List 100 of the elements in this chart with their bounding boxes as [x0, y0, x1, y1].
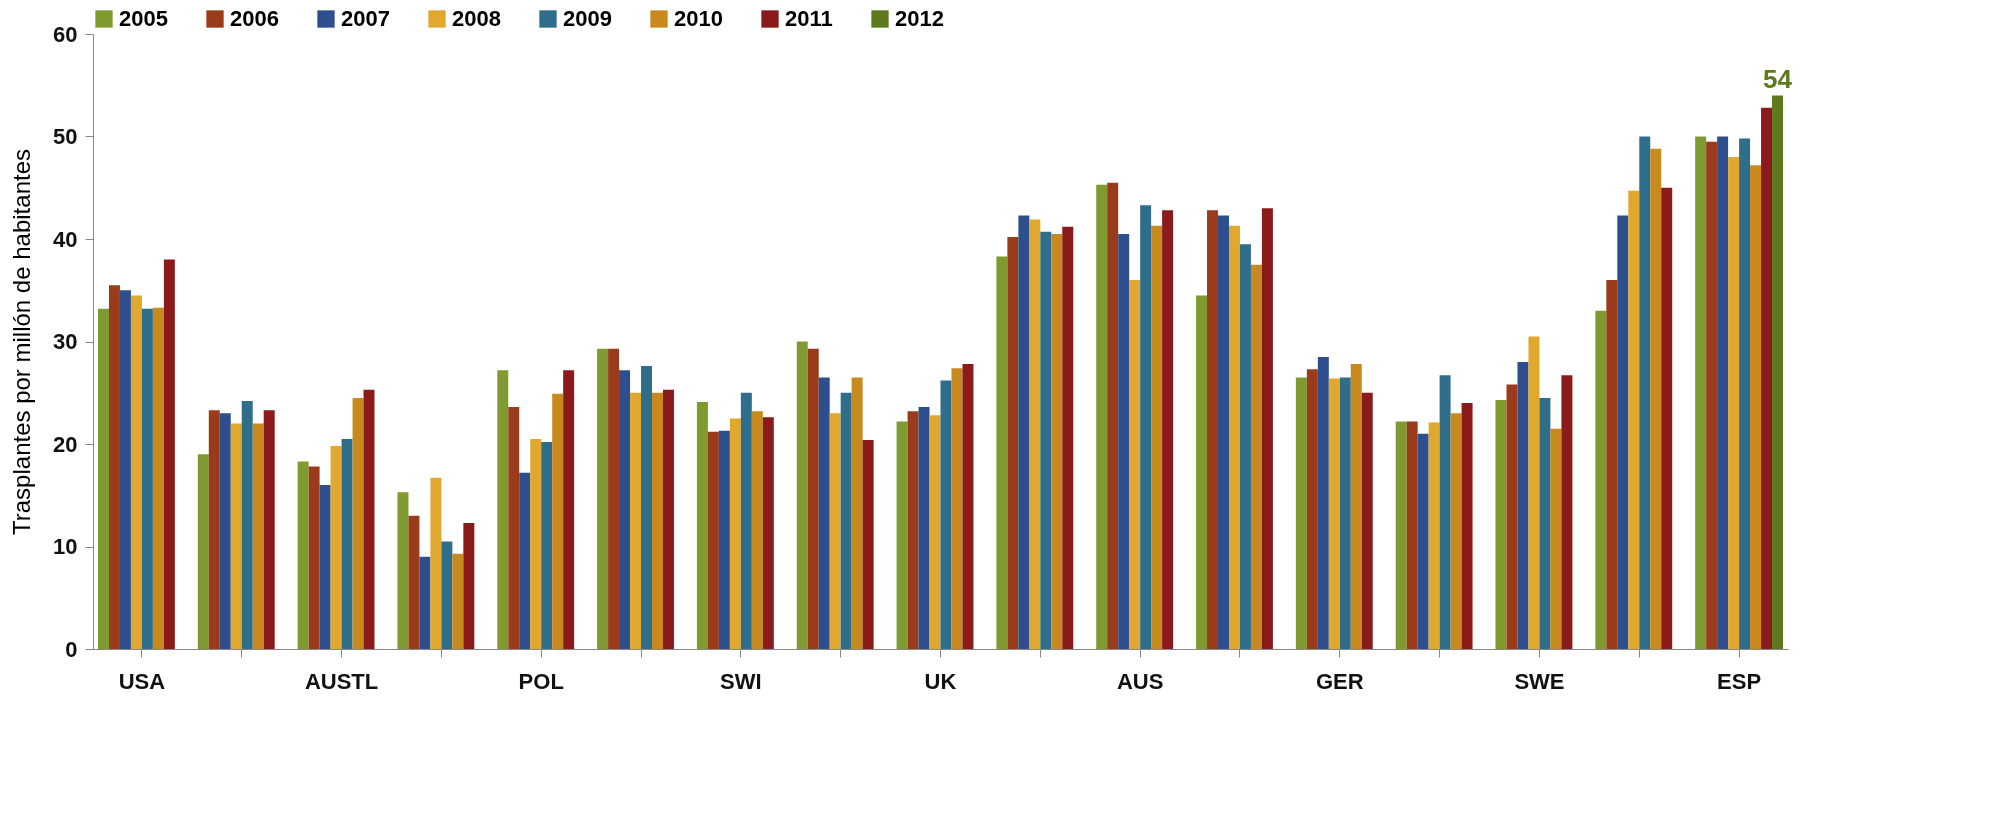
- bar: [197, 454, 209, 649]
- bar: [807, 348, 819, 649]
- bar: [1228, 225, 1240, 649]
- bar: [341, 438, 353, 649]
- bar: [1218, 215, 1229, 649]
- bar: [508, 407, 520, 649]
- bar: [696, 401, 708, 649]
- bar: [707, 431, 719, 649]
- bar: [230, 423, 242, 649]
- bar: [951, 368, 963, 649]
- bar: [1350, 364, 1362, 649]
- bar: [929, 415, 941, 649]
- legend-label: 2012: [895, 6, 944, 31]
- bar: [452, 553, 464, 649]
- bar: [1328, 378, 1340, 649]
- bar: [1772, 95, 1784, 649]
- y-axis-title: Trasplantes por millón de habitantes: [8, 149, 36, 535]
- bar: [608, 348, 620, 649]
- bar: [1628, 190, 1640, 649]
- x-tick-label: POL: [518, 668, 564, 694]
- bar: [918, 407, 930, 649]
- bar: [1250, 264, 1262, 649]
- bar: [1406, 421, 1418, 649]
- y-tick-label: 50: [53, 124, 78, 149]
- bar: [1706, 141, 1718, 649]
- bar: [996, 256, 1008, 649]
- y-tick-label: 40: [53, 226, 78, 252]
- bar: [630, 392, 642, 649]
- bar: [419, 556, 431, 649]
- bar: [208, 410, 220, 649]
- bar: [497, 370, 509, 649]
- bar: [1461, 403, 1473, 649]
- legend-label: 2009: [563, 6, 612, 31]
- bar: [1062, 226, 1074, 649]
- bar: [862, 439, 874, 649]
- bar: [1051, 233, 1063, 649]
- bar: [1018, 215, 1030, 649]
- bar: [552, 393, 564, 649]
- bar: [1007, 236, 1019, 649]
- bar: [962, 364, 974, 649]
- bar: [408, 515, 420, 649]
- bar: [1395, 421, 1407, 649]
- bar: [430, 477, 442, 649]
- bar: [662, 389, 674, 649]
- bar: [1595, 310, 1607, 649]
- bar: [352, 397, 364, 649]
- bar: [1040, 231, 1052, 649]
- bar: [363, 389, 375, 649]
- x-tick-label: GER: [1315, 668, 1364, 694]
- y-tick-label: 0: [65, 636, 78, 662]
- legend-label: 2010: [674, 6, 723, 31]
- bar: [1728, 157, 1740, 649]
- bar: [1528, 336, 1540, 649]
- bar: [1561, 375, 1573, 649]
- bar: [297, 461, 309, 649]
- bar: [1107, 182, 1119, 649]
- bar: [1606, 280, 1618, 649]
- bar: [1162, 210, 1174, 649]
- bar: [1339, 377, 1351, 649]
- x-tick-label: AUS: [1116, 668, 1164, 694]
- bar: [1495, 399, 1507, 649]
- bar: [1761, 107, 1773, 649]
- data-label: 54: [1763, 63, 1793, 94]
- bar: [1661, 187, 1673, 649]
- bar: [851, 377, 863, 649]
- legend-label: 2008: [452, 6, 501, 31]
- bar: [641, 366, 653, 649]
- bar: [519, 472, 531, 649]
- bar: [1029, 219, 1041, 649]
- bar: [896, 421, 908, 649]
- bar: [940, 380, 952, 649]
- bar: [1361, 392, 1373, 649]
- bar: [796, 341, 808, 649]
- legend-label: 2006: [230, 6, 279, 31]
- x-tick-label: UK: [924, 668, 957, 694]
- y-tick-label: 10: [53, 534, 78, 559]
- bar: [1261, 208, 1273, 649]
- bar: [1550, 428, 1562, 649]
- bar: [1750, 165, 1762, 649]
- bar: [762, 417, 774, 649]
- bar: [597, 348, 609, 649]
- bar: [530, 438, 542, 649]
- x-tick-label: AUSTL: [304, 668, 379, 694]
- bar: [263, 410, 275, 649]
- bar: [829, 413, 841, 649]
- bar: [1118, 233, 1130, 649]
- bar: [818, 377, 830, 649]
- bar: [840, 392, 852, 649]
- bar: [319, 485, 331, 649]
- bar: [1506, 384, 1518, 649]
- x-tick-label: SWE: [1514, 668, 1565, 694]
- bar: [1317, 356, 1329, 649]
- bar: [1617, 215, 1629, 649]
- bar: [163, 259, 175, 649]
- x-tick-label: ESP: [1717, 668, 1762, 694]
- bar: [1129, 280, 1141, 649]
- legend-label: 2007: [341, 6, 390, 31]
- bar: [308, 466, 320, 649]
- bar: [397, 492, 409, 649]
- bar: [740, 392, 752, 649]
